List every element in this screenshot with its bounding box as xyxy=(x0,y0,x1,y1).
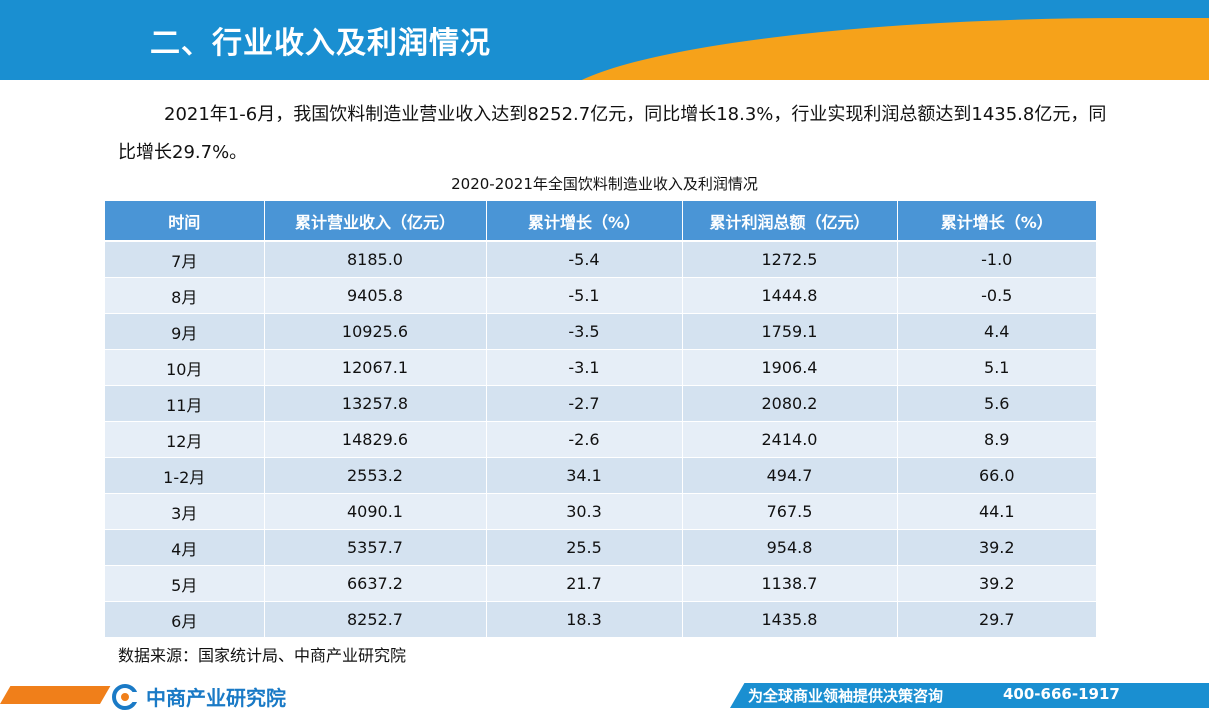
cell-revenue: 12067.1 xyxy=(264,349,487,386)
footer-logo: 中商产业研究院 xyxy=(112,682,286,711)
table-body: 7月 8185.0 -5.4 1272.5 -1.0 8月 9405.8 -5.1 1444.8… xyxy=(105,241,1096,638)
cell-revenue-growth: 34.1 xyxy=(486,457,683,494)
cell-time: 7月 xyxy=(105,241,265,278)
table-row: 7月 8185.0 -5.4 1272.5 -1.0 xyxy=(105,241,1096,278)
cell-revenue: 13257.8 xyxy=(264,385,487,422)
table-row: 8月 9405.8 -5.1 1444.8 -0.5 xyxy=(105,277,1096,314)
cell-revenue-growth: -5.4 xyxy=(486,241,683,278)
cell-profit: 1906.4 xyxy=(682,349,898,386)
cell-revenue-growth: 21.7 xyxy=(486,565,683,602)
cell-time: 11月 xyxy=(105,385,265,422)
table-caption: 2020-2021年全国饮料制造业收入及利润情况 xyxy=(451,175,758,193)
cell-profit-growth: -1.0 xyxy=(897,241,1096,278)
cell-revenue: 5357.7 xyxy=(264,529,487,566)
cell-revenue-growth: -3.5 xyxy=(486,313,683,350)
cell-profit: 1759.1 xyxy=(682,313,898,350)
table-row: 3月 4090.1 30.3 767.5 44.1 xyxy=(105,493,1096,530)
cell-profit: 1444.8 xyxy=(682,277,898,314)
cell-revenue: 14829.6 xyxy=(264,421,487,458)
cell-time: 8月 xyxy=(105,277,265,314)
table-row: 11月 13257.8 -2.7 2080.2 5.6 xyxy=(105,385,1096,422)
cell-revenue: 9405.8 xyxy=(264,277,487,314)
cell-profit: 1435.8 xyxy=(682,601,898,638)
cell-revenue-growth: -3.1 xyxy=(486,349,683,386)
cell-revenue-growth: 30.3 xyxy=(486,493,683,530)
cell-time: 10月 xyxy=(105,349,265,386)
cell-profit: 2414.0 xyxy=(682,421,898,458)
table-row: 6月 8252.7 18.3 1435.8 29.7 xyxy=(105,601,1096,638)
header-banner: 二、行业收入及利润情况 xyxy=(0,0,1209,80)
cell-time: 6月 xyxy=(105,601,265,638)
cell-time: 3月 xyxy=(105,493,265,530)
header-revenue-growth: 累计增长（%） xyxy=(486,201,683,242)
cell-profit: 954.8 xyxy=(682,529,898,566)
cell-time: 4月 xyxy=(105,529,265,566)
cell-revenue-growth: -2.6 xyxy=(486,421,683,458)
footer-slogan: 为全球商业领袖提供决策咨询 xyxy=(748,687,944,705)
table-row: 9月 10925.6 -3.5 1759.1 4.4 xyxy=(105,313,1096,350)
cell-revenue: 10925.6 xyxy=(264,313,487,350)
cell-profit-growth: 5.1 xyxy=(897,349,1096,386)
footer-orange-bar xyxy=(0,686,111,704)
data-source: 数据来源：国家统计局、中商产业研究院 xyxy=(118,646,407,665)
cell-profit-growth: 44.1 xyxy=(897,493,1096,530)
cell-profit: 494.7 xyxy=(682,457,898,494)
cell-time: 9月 xyxy=(105,313,265,350)
table-row: 10月 12067.1 -3.1 1906.4 5.1 xyxy=(105,349,1096,386)
table-row: 4月 5357.7 25.5 954.8 39.2 xyxy=(105,529,1096,566)
revenue-profit-table: 时间 累计营业收入（亿元） 累计增长（%） 累计利润总额（亿元） 累计增长（%）… xyxy=(105,201,1096,638)
cell-profit-growth: 5.6 xyxy=(897,385,1096,422)
header-profit-growth: 累计增长（%） xyxy=(897,201,1096,242)
cell-revenue: 8252.7 xyxy=(264,601,487,638)
cell-profit: 1272.5 xyxy=(682,241,898,278)
cell-profit-growth: 66.0 xyxy=(897,457,1096,494)
cell-profit-growth: 29.7 xyxy=(897,601,1096,638)
cell-revenue-growth: -2.7 xyxy=(486,385,683,422)
cell-profit-growth: 39.2 xyxy=(897,529,1096,566)
footer-phone: 400-666-1917 xyxy=(1003,685,1120,703)
cell-revenue: 2553.2 xyxy=(264,457,487,494)
header-profit: 累计利润总额（亿元） xyxy=(682,201,898,242)
cell-revenue-growth: 25.5 xyxy=(486,529,683,566)
page-title: 二、行业收入及利润情况 xyxy=(150,26,491,61)
table-header-row: 时间 累计营业收入（亿元） 累计增长（%） 累计利润总额（亿元） 累计增长（%） xyxy=(105,201,1096,242)
cell-time: 12月 xyxy=(105,421,265,458)
table-row: 5月 6637.2 21.7 1138.7 39.2 xyxy=(105,565,1096,602)
intro-paragraph: 2021年1-6月，我国饮料制造业营业收入达到8252.7亿元，同比增长18.3… xyxy=(118,104,1107,163)
cell-profit: 1138.7 xyxy=(682,565,898,602)
cell-revenue-growth: 18.3 xyxy=(486,601,683,638)
cell-revenue: 8185.0 xyxy=(264,241,487,278)
cell-profit-growth: -0.5 xyxy=(897,277,1096,314)
cell-profit: 2080.2 xyxy=(682,385,898,422)
table-row: 12月 14829.6 -2.6 2414.0 8.9 xyxy=(105,421,1096,458)
table-row: 1-2月 2553.2 34.1 494.7 66.0 xyxy=(105,457,1096,494)
header-time: 时间 xyxy=(105,201,265,242)
cell-revenue: 4090.1 xyxy=(264,493,487,530)
header-revenue: 累计营业收入（亿元） xyxy=(264,201,487,242)
cell-profit-growth: 8.9 xyxy=(897,421,1096,458)
cell-revenue: 6637.2 xyxy=(264,565,487,602)
cell-profit: 767.5 xyxy=(682,493,898,530)
zhongshang-logo-icon xyxy=(112,683,140,710)
cell-profit-growth: 4.4 xyxy=(897,313,1096,350)
cell-profit-growth: 39.2 xyxy=(897,565,1096,602)
cell-revenue-growth: -5.1 xyxy=(486,277,683,314)
cell-time: 5月 xyxy=(105,565,265,602)
logo-text: 中商产业研究院 xyxy=(146,686,286,710)
cell-time: 1-2月 xyxy=(105,457,265,494)
